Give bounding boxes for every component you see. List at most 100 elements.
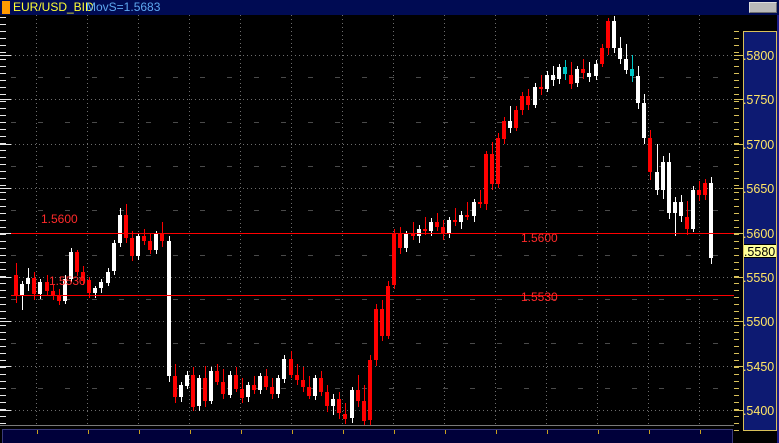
- candle-body: [380, 309, 384, 336]
- candle-body: [612, 21, 616, 48]
- price-scale-major-tick: [734, 99, 743, 100]
- price-scale-tick: [734, 80, 739, 81]
- alert-line[interactable]: [11, 233, 734, 234]
- price-scale-tick: [734, 353, 739, 354]
- candle-body: [81, 272, 85, 281]
- candle-body: [368, 360, 372, 420]
- candle-body: [404, 234, 408, 248]
- candle-body: [594, 64, 598, 76]
- candle-wick: [467, 202, 468, 220]
- price-scale-tick: [734, 122, 739, 123]
- price-scale-tick: [734, 157, 739, 158]
- candle-body: [325, 392, 329, 406]
- price-scale-tick: [734, 129, 739, 130]
- candle-body: [618, 48, 622, 59]
- candle-body: [447, 220, 451, 234]
- price-scale-tick: [734, 339, 739, 340]
- time-axis-tick: [241, 430, 242, 434]
- candle-body: [246, 385, 250, 397]
- price-scale-tick: [734, 241, 739, 242]
- left-axis-tick: [0, 80, 6, 81]
- price-scale-tick: [734, 108, 739, 109]
- candle-body: [234, 375, 238, 389]
- price-scale-tick: [734, 136, 739, 137]
- left-axis-tick: [0, 374, 6, 375]
- price-scale-tick: [734, 416, 739, 417]
- horizontal-minor-gridline: [11, 166, 734, 167]
- left-tick-axis: [0, 15, 11, 425]
- left-axis-tick: [0, 283, 6, 284]
- candle-body: [87, 280, 91, 293]
- left-axis-tick: [0, 108, 6, 109]
- minimize-button[interactable]: [749, 2, 777, 13]
- candle-body: [386, 286, 390, 336]
- candle-body: [502, 121, 506, 139]
- candle-body: [630, 69, 634, 76]
- price-scale-major-tick: [734, 366, 743, 367]
- candle-body: [429, 222, 433, 231]
- left-axis-tick: [0, 73, 6, 74]
- left-axis-tick: [0, 213, 6, 214]
- candle-body: [478, 202, 482, 204]
- candle-body: [337, 399, 341, 413]
- candle-body: [45, 282, 49, 291]
- vertical-gridline: [240, 15, 241, 425]
- price-scale-tick: [734, 199, 739, 200]
- candle-body: [667, 162, 671, 213]
- alert-line-label: 1.5600: [521, 231, 558, 245]
- left-axis-tick: [0, 409, 6, 410]
- candle-body: [526, 96, 530, 105]
- left-axis-tick: [0, 388, 6, 389]
- price-scale-label: 1.5750: [743, 93, 775, 107]
- price-scale-tick: [734, 73, 739, 74]
- price-scale-tick: [734, 332, 739, 333]
- candle-body: [563, 67, 567, 74]
- candle-body: [26, 278, 30, 284]
- time-axis-bar: [0, 425, 734, 443]
- candle-body: [557, 67, 561, 79]
- time-axis-tick: [700, 430, 701, 434]
- price-scale-tick: [734, 38, 739, 39]
- price-scale-label: 1.5650: [743, 182, 775, 196]
- price-scale[interactable]: 1.5800 1.5750 1.5700 1.5650 1.5600 1.5550 1.55…: [734, 15, 779, 443]
- candle-body: [99, 282, 103, 288]
- alert-line[interactable]: [11, 295, 734, 296]
- candle-body: [209, 371, 213, 401]
- price-scale-major-tick: [734, 410, 743, 411]
- left-axis-tick: [0, 423, 6, 424]
- candle-body: [551, 75, 555, 80]
- vertical-gridline: [648, 15, 649, 425]
- candle-body: [69, 252, 73, 279]
- candle-body: [490, 154, 494, 184]
- left-axis-tick: [0, 318, 6, 319]
- window-titlebar[interactable]: EUR/USD_BID MovS=1.5683: [0, 0, 779, 16]
- price-scale-tick: [734, 388, 739, 389]
- left-axis-tick: [0, 227, 6, 228]
- horizontal-minor-gridline: [11, 122, 734, 123]
- price-scale-major-tick: [734, 55, 743, 56]
- left-axis-major-tick: [0, 144, 11, 145]
- candle-body: [20, 284, 24, 295]
- time-axis-tick: [139, 430, 140, 434]
- candle-body: [661, 162, 665, 190]
- price-label-panel: 1.5800 1.5750 1.5700 1.5650 1.5600 1.5550 1.55…: [743, 31, 777, 431]
- price-scale-major-tick: [734, 188, 743, 189]
- candlestick-plot[interactable]: 1.5600 1.5530 1.5600 1.5530: [11, 15, 734, 425]
- price-scale-major-tick: [734, 233, 743, 234]
- left-axis-tick: [0, 199, 6, 200]
- candle-wick: [413, 222, 414, 240]
- candle-body: [533, 87, 537, 105]
- price-scale-major-tick: [734, 277, 743, 278]
- horizontal-gridline: [11, 366, 734, 367]
- price-scale-tick: [734, 374, 739, 375]
- price-scale-label: 1.5800: [743, 49, 775, 63]
- price-scale-tick: [734, 87, 739, 88]
- candle-wick: [510, 106, 511, 133]
- candle-wick: [345, 403, 346, 424]
- candle-body: [520, 96, 524, 110]
- candle-body: [270, 387, 274, 394]
- horizontal-minor-gridline: [11, 77, 734, 78]
- candle-body: [301, 380, 305, 387]
- candle-body: [112, 243, 116, 271]
- time-axis-tick: [343, 430, 344, 434]
